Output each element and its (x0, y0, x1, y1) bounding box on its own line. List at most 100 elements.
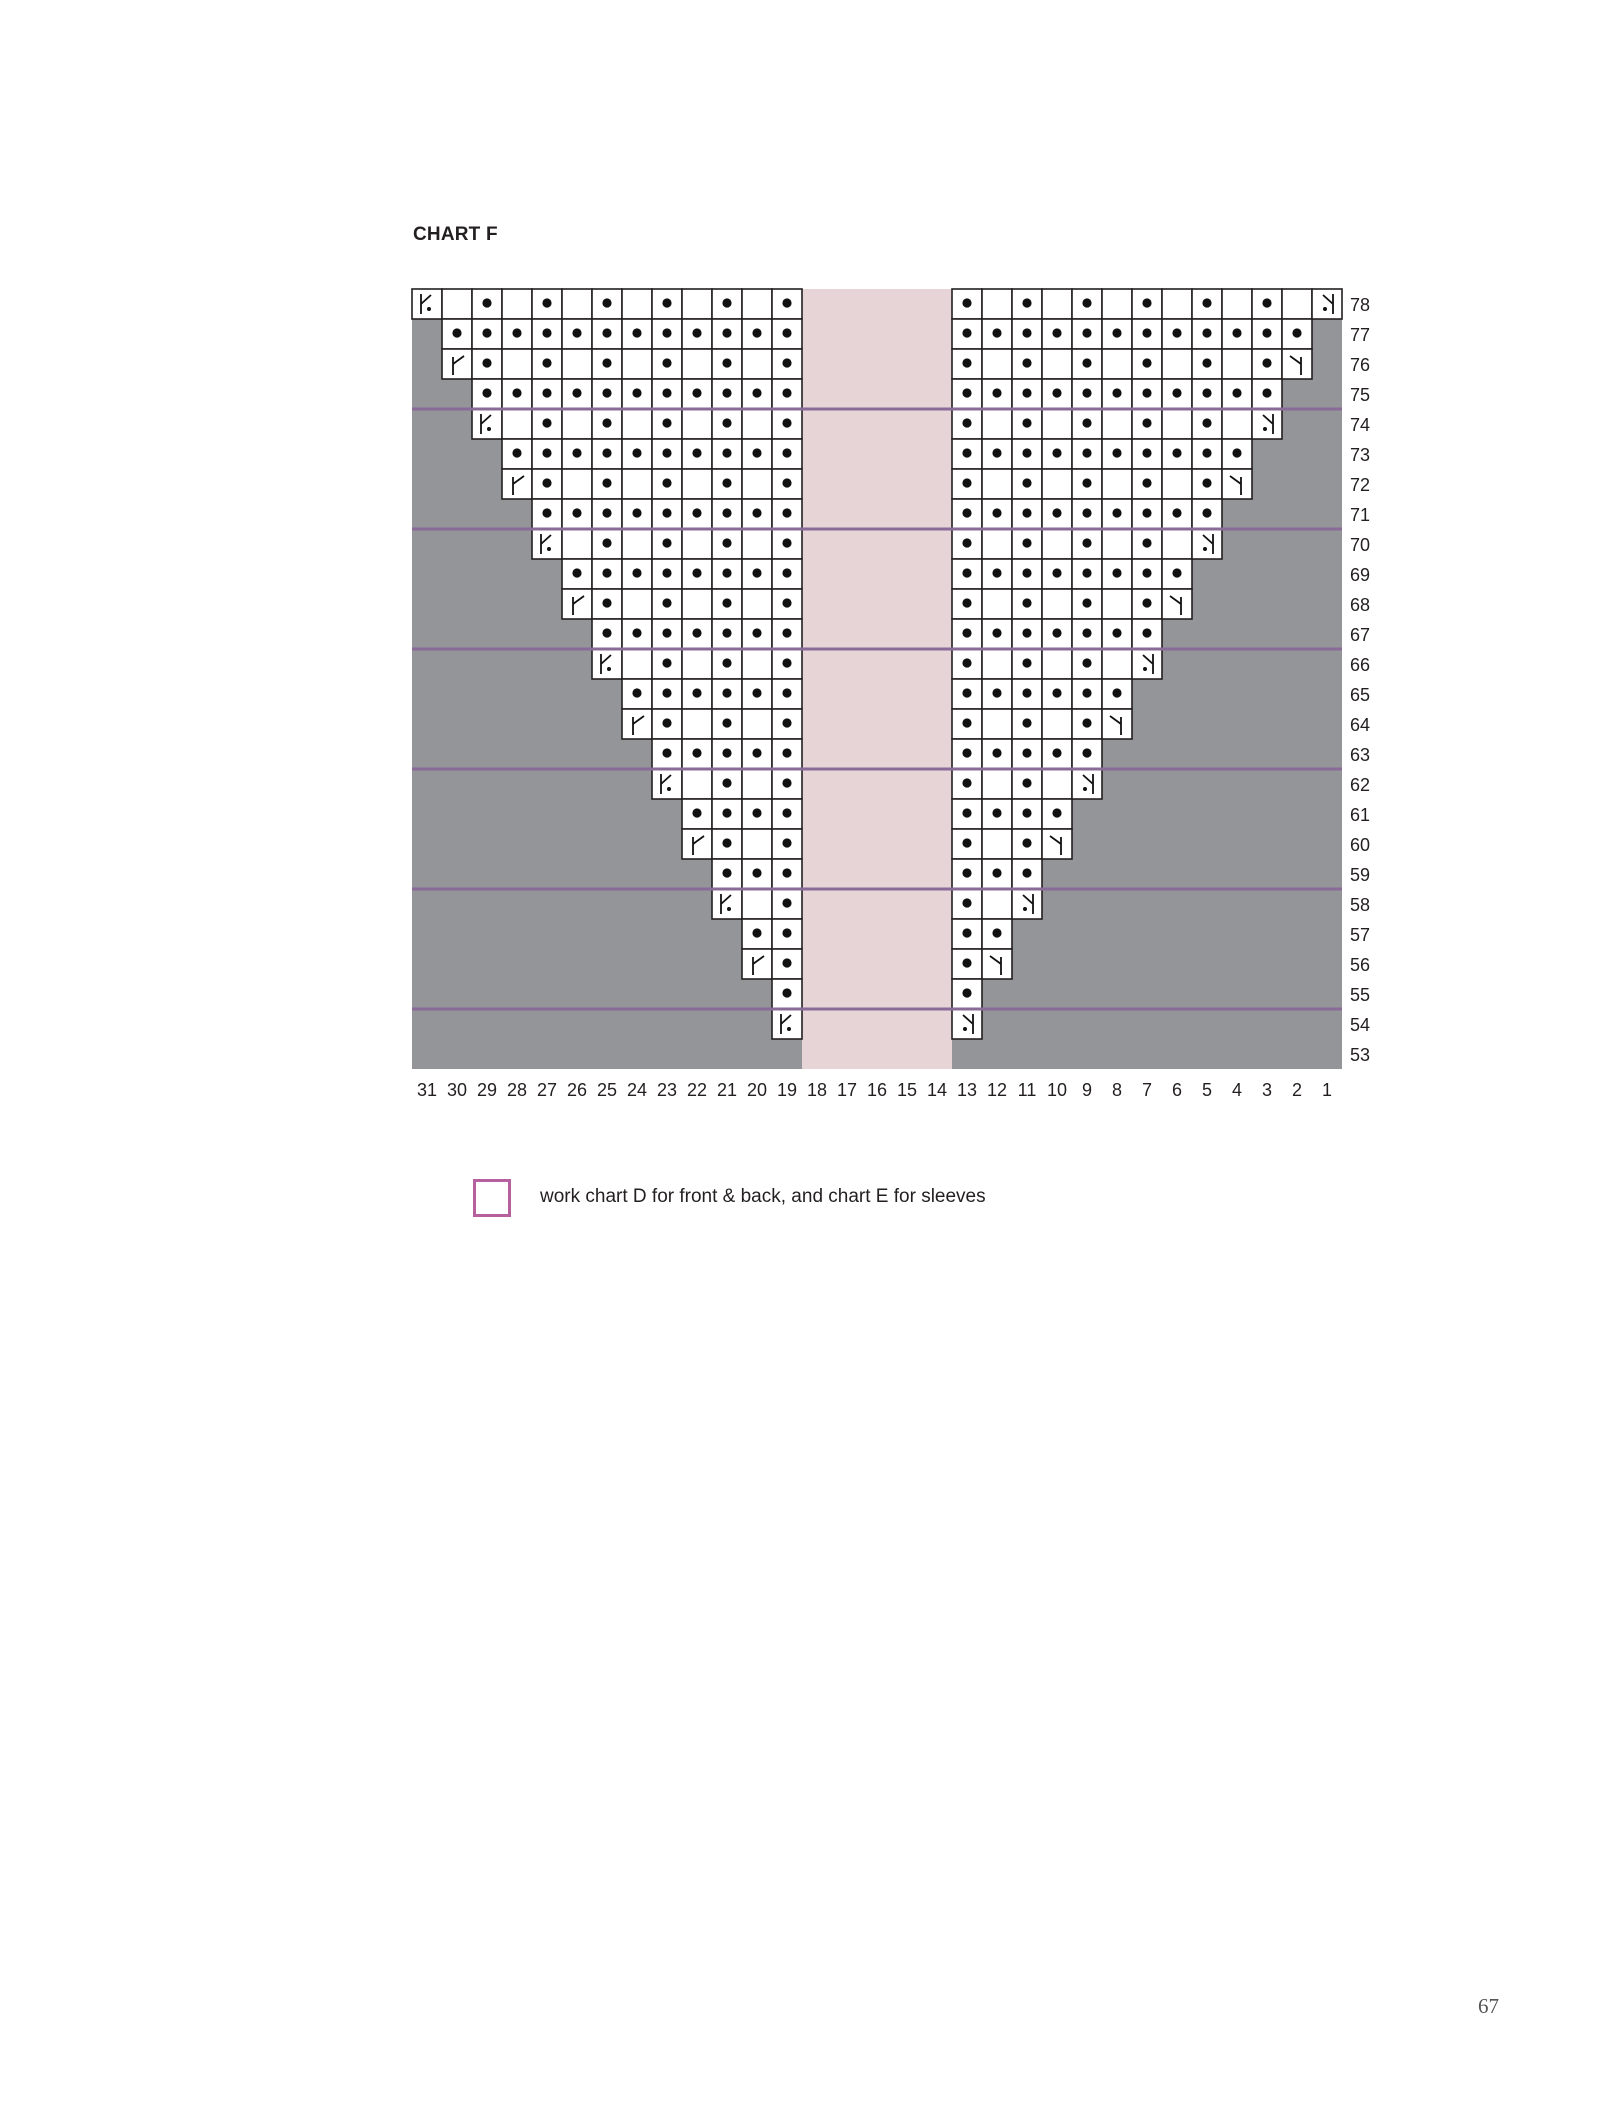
symbol-dot (1203, 547, 1207, 551)
right-decrease-symbol (1322, 294, 1334, 314)
chart-cell-r72-c24 (621, 468, 653, 500)
purl-dot (1082, 508, 1092, 518)
purl-dot (692, 688, 702, 698)
chart-cell-r74-c20 (741, 408, 773, 440)
purl-dot (962, 808, 972, 818)
row-label: 65 (1350, 685, 1370, 705)
purl-dot (1202, 328, 1212, 338)
purl-dot (722, 658, 732, 668)
purl-dot (1022, 448, 1032, 458)
chart-cell-r78-c31 (411, 288, 443, 320)
purl-dot (992, 688, 1002, 698)
purl-dot (1112, 448, 1122, 458)
column-label: 23 (657, 1080, 677, 1100)
chart-cell-r66-c25 (591, 648, 623, 680)
row-label: 57 (1350, 925, 1370, 945)
purl-dot (1262, 298, 1272, 308)
purl-dot (692, 568, 702, 578)
purl-dot (962, 418, 972, 428)
chart-cell-r68-c12 (981, 588, 1013, 620)
purl-dot (662, 448, 672, 458)
purl-dot (1022, 388, 1032, 398)
chart-cell-r70-c10 (1041, 528, 1073, 560)
purl-dot (1232, 328, 1242, 338)
purl-dot (1262, 358, 1272, 368)
purl-dot (692, 748, 702, 758)
purl-dot (1082, 448, 1092, 458)
purl-dot (662, 538, 672, 548)
purl-dot (1142, 628, 1152, 638)
purl-dot (752, 928, 762, 938)
right-decrease-symbol (1082, 774, 1094, 794)
left-increase-symbol (512, 475, 525, 495)
chart-cell-r62-c9 (1071, 768, 1103, 800)
chart-cell-r72-c8 (1101, 468, 1133, 500)
purl-dot (962, 298, 972, 308)
chart-cell-r72-c10 (1041, 468, 1073, 500)
purl-dot (632, 388, 642, 398)
column-label: 24 (627, 1080, 647, 1100)
purl-dot (782, 598, 792, 608)
purl-dot (1142, 418, 1152, 428)
right-decrease-symbol (1142, 654, 1154, 674)
column-label: 7 (1142, 1080, 1152, 1100)
purl-dot (782, 358, 792, 368)
purl-dot (962, 838, 972, 848)
purl-dot (1082, 688, 1092, 698)
purl-dot (662, 628, 672, 638)
chart-cell-r65-c21 (711, 678, 743, 710)
chart-cell-r68-c24 (621, 588, 653, 620)
row-label: 70 (1350, 535, 1370, 555)
purl-dot (1052, 388, 1062, 398)
chart-cell-r72-c22 (681, 468, 713, 500)
purl-dot (1052, 688, 1062, 698)
purl-dot (992, 928, 1002, 938)
chart-cell-r78-c2 (1281, 288, 1313, 320)
purl-dot (782, 958, 792, 968)
purl-dot (722, 418, 732, 428)
purl-dot (632, 568, 642, 578)
chart-cell-r58-c21 (711, 888, 743, 920)
purl-dot (1142, 508, 1152, 518)
row-label: 71 (1350, 505, 1370, 525)
purl-dot (1052, 508, 1062, 518)
column-label: 8 (1112, 1080, 1122, 1100)
chart-cell-r76-c8 (1101, 348, 1133, 380)
chart-cell-r74-c10 (1041, 408, 1073, 440)
right-decrease-symbol (1202, 534, 1214, 554)
purl-dot (602, 388, 612, 398)
purl-dot (752, 868, 762, 878)
purl-dot (962, 538, 972, 548)
purl-dot (1262, 328, 1272, 338)
purl-dot (1022, 508, 1032, 518)
chart-cell-r66-c7 (1131, 648, 1163, 680)
right-increase-symbol (989, 955, 1002, 975)
purl-dot (962, 448, 972, 458)
purl-dot (752, 508, 762, 518)
chart-cell-r75-c27 (531, 378, 563, 410)
column-label: 18 (807, 1080, 827, 1100)
chart-cell-r68-c22 (681, 588, 713, 620)
chart-cell-r64-c12 (981, 708, 1013, 740)
purl-dot (1082, 538, 1092, 548)
row-label: 58 (1350, 895, 1370, 915)
purl-dot (662, 598, 672, 608)
chart-cell-r54-c13 (951, 1008, 983, 1040)
column-label: 13 (957, 1080, 977, 1100)
chart-cell-r76-c20 (741, 348, 773, 380)
chart-cell-r70-c24 (621, 528, 653, 560)
row-label: 73 (1350, 445, 1370, 465)
column-label: 1 (1322, 1080, 1332, 1100)
purl-dot (512, 448, 522, 458)
chart-cell-r56-c20 (741, 948, 773, 980)
chart-cell-r70-c6 (1161, 528, 1193, 560)
row-label: 75 (1350, 385, 1370, 405)
purl-dot (992, 628, 1002, 638)
chart-cell-r72-c20 (741, 468, 773, 500)
chart-cell-r77-c29 (471, 318, 503, 350)
purl-dot (782, 448, 792, 458)
column-label: 30 (447, 1080, 467, 1100)
purl-dot (962, 748, 972, 758)
left-increase-symbol (452, 355, 465, 375)
purl-dot (722, 688, 732, 698)
